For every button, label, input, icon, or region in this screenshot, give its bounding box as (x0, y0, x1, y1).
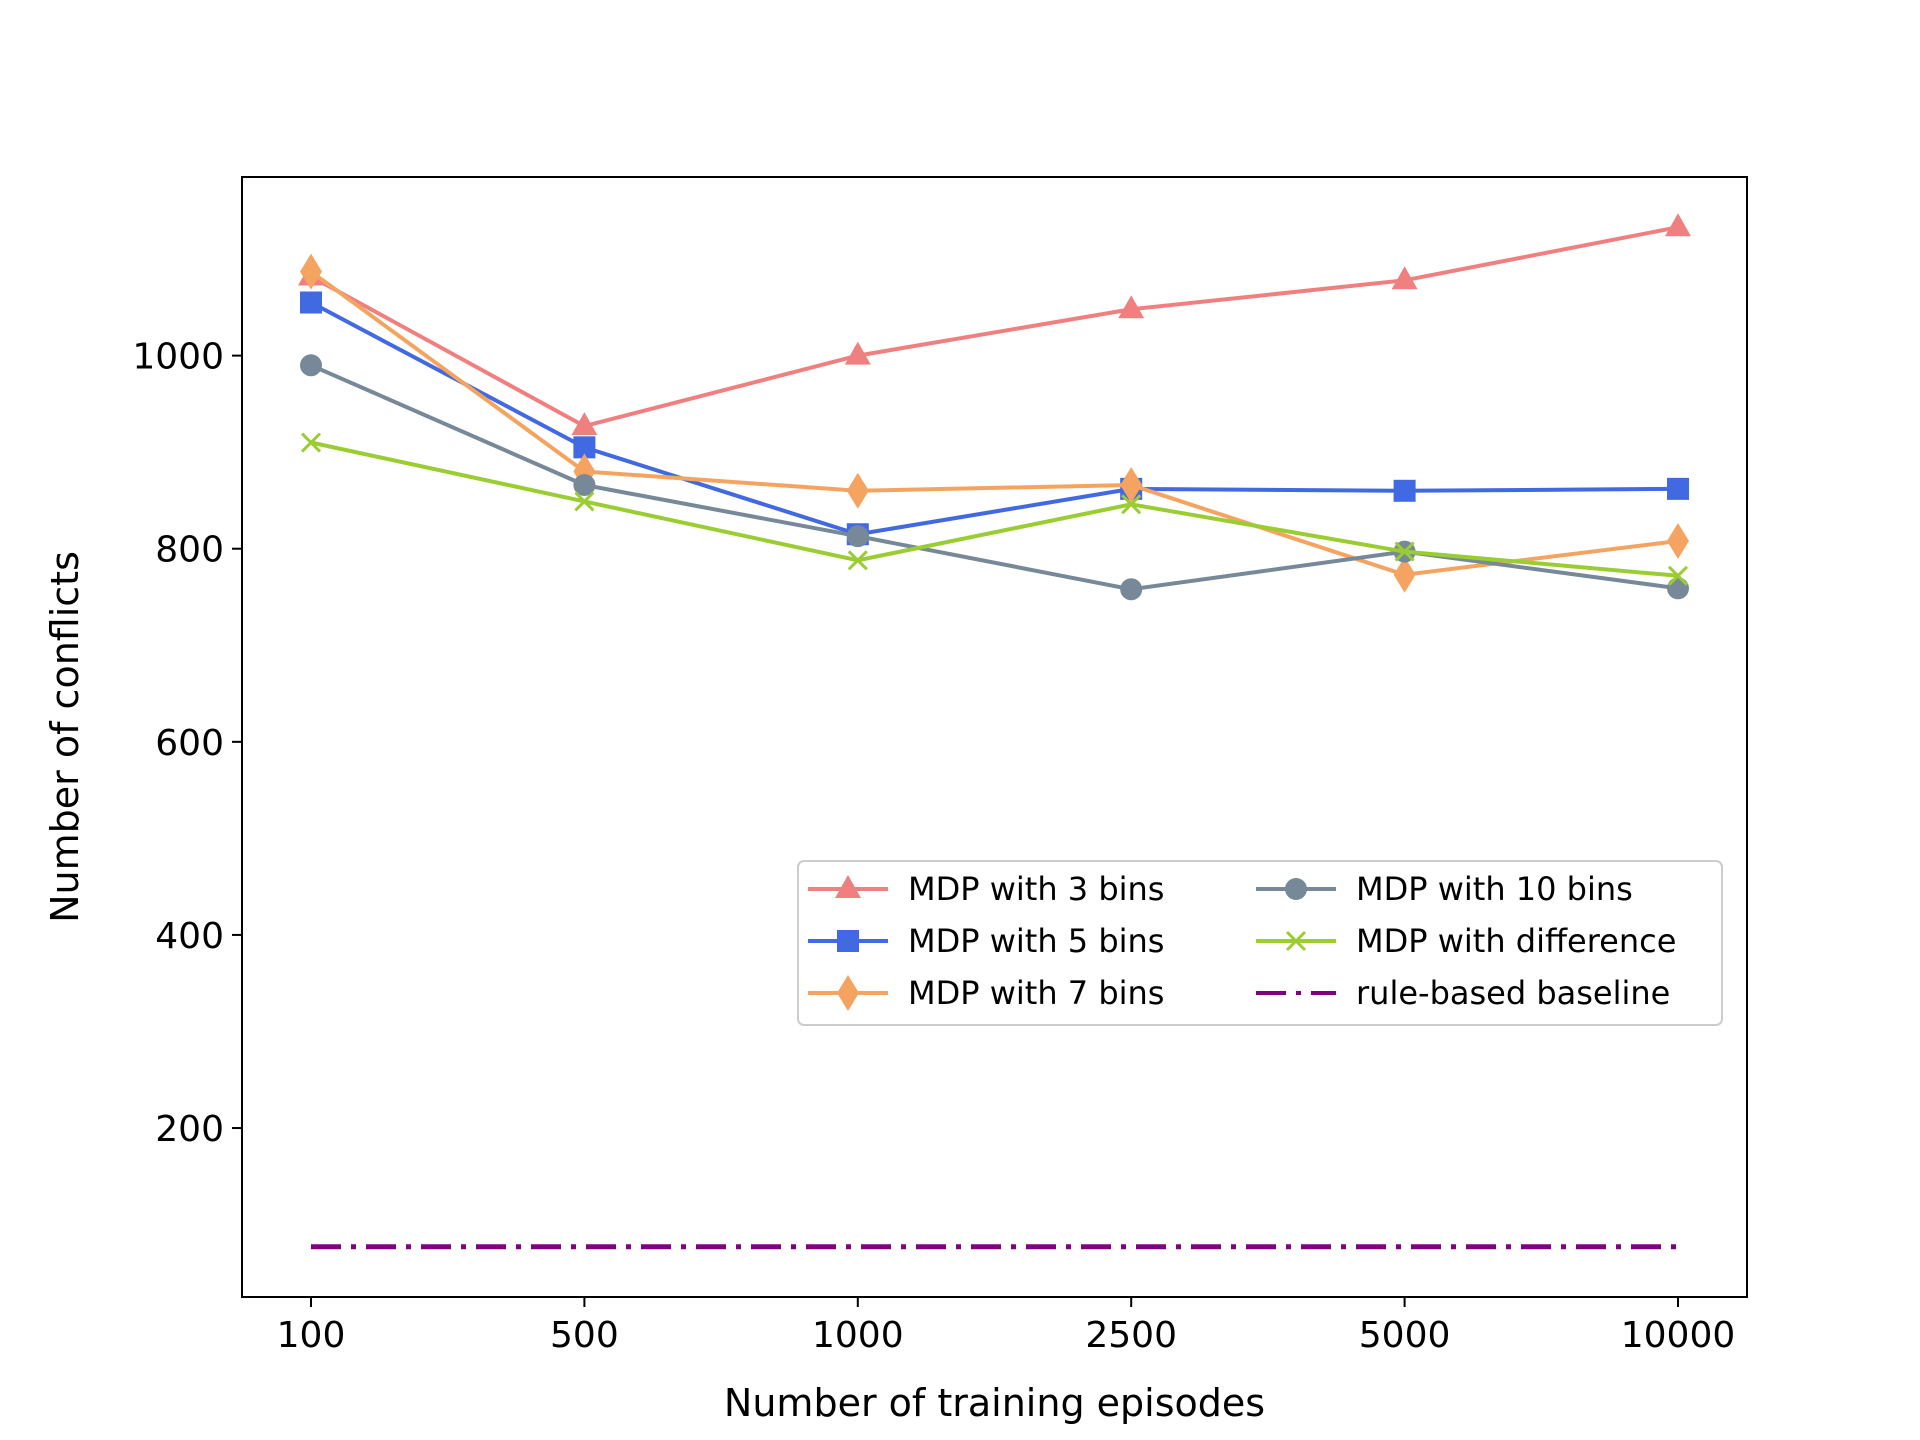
data-point (573, 474, 596, 496)
data-point (1393, 556, 1416, 593)
data-point (1667, 577, 1689, 600)
data-point (300, 354, 322, 377)
series-line (309, 270, 1679, 577)
legend: MDP with 3 bins MDP with 5 bins MDP with 7… (797, 860, 1723, 1026)
plot-frame (241, 176, 1748, 1298)
series-layer (298, 213, 1691, 1250)
x-tick-label: 2500 (1085, 1315, 1177, 1356)
data-point (1391, 266, 1418, 290)
legend-label: MDP with 7 bins (908, 974, 1164, 1012)
legend-marker (837, 930, 859, 952)
legend-item-mdp-with-10-bins: MDP with 10 bins (1256, 870, 1633, 908)
x-axis-title: Number of training episodes (724, 1381, 1265, 1425)
series-mdp-with-difference (300, 432, 1689, 586)
data-point (1667, 565, 1689, 586)
data-point (1118, 295, 1145, 319)
x-tick-label: 1000 (812, 1315, 904, 1356)
x-tick-label: 5000 (1359, 1315, 1451, 1356)
y-tick-label: 800 (155, 530, 224, 571)
y-axis-title: Number of conflicts (43, 551, 87, 923)
legend-label: MDP with 10 bins (1356, 870, 1633, 908)
data-point (300, 253, 322, 290)
data-point (574, 491, 595, 512)
y-axis: 200 400 600 800 1000 (132, 337, 242, 1150)
legend-label: MDP with 5 bins (908, 922, 1164, 960)
data-point (571, 412, 598, 436)
x-tick-label: 100 (277, 1315, 346, 1356)
x-tick-label: 10000 (1621, 1315, 1736, 1356)
data-point (846, 525, 869, 548)
y-tick-label: 600 (155, 723, 224, 764)
series-line (310, 440, 1679, 578)
data-point (1120, 467, 1143, 503)
x-tick-label: 500 (550, 1315, 619, 1356)
legend-marker (1285, 930, 1307, 952)
legend-item-mdp-with-5-bins: MDP with 5 bins (808, 922, 1164, 960)
legend-marker (835, 875, 861, 898)
data-point (846, 472, 869, 509)
data-point (1120, 578, 1143, 601)
legend-label: MDP with difference (1356, 922, 1676, 960)
series-line (310, 225, 1679, 429)
x-axis: 100 500 1000 2500 5000 10000 (277, 1297, 1736, 1356)
legend-item-rule-based-baseline: rule-based baseline (1256, 974, 1670, 1012)
legend-item-mdp-with-difference: MDP with difference (1256, 922, 1676, 960)
data-point (573, 436, 596, 459)
legend-label: rule-based baseline (1356, 974, 1670, 1012)
data-point (1665, 213, 1691, 237)
data-point (1393, 479, 1416, 502)
data-point (1121, 494, 1142, 515)
y-tick-label: 200 (155, 1109, 224, 1150)
data-point (1667, 477, 1689, 500)
data-point (844, 341, 871, 365)
y-tick-label: 400 (155, 916, 224, 957)
legend-marker (837, 975, 859, 1011)
legend-marker (1285, 878, 1307, 900)
series-line (310, 300, 1679, 537)
data-point (300, 291, 322, 314)
data-point (300, 432, 322, 453)
legend-item-mdp-with-7-bins: MDP with 7 bins (808, 974, 1164, 1012)
series-line (310, 363, 1679, 592)
y-tick-label: 1000 (132, 337, 224, 378)
data-point (1667, 523, 1689, 559)
data-point (1394, 541, 1415, 562)
data-point (847, 550, 868, 571)
legend-label: MDP with 3 bins (908, 870, 1164, 908)
legend-item-mdp-with-3-bins: MDP with 3 bins (808, 870, 1164, 908)
